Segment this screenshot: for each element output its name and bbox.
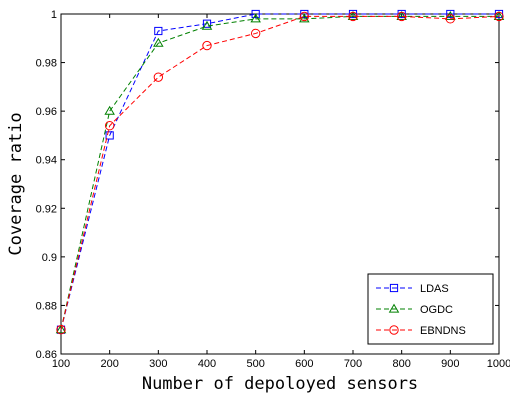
y-tick-label: 0.88 <box>36 300 57 312</box>
x-axis-label: Number of depoloyed sensors <box>142 374 418 394</box>
data-point-ogdc <box>153 37 164 47</box>
x-tick-label: 800 <box>392 358 410 370</box>
data-point-ogdc <box>396 11 407 21</box>
data-point-ogdc <box>250 13 261 23</box>
legend-entry-ebndns: EBNDNS <box>376 325 466 337</box>
data-point-ebndns <box>494 11 504 22</box>
data-point-ogdc <box>201 20 213 30</box>
legend-entry-ldas: LDAS <box>376 283 449 295</box>
series-layer <box>55 9 505 335</box>
data-point-ebndns <box>250 28 261 39</box>
legend-marker-ogdc <box>388 303 400 313</box>
x-tick-label: 200 <box>100 358 118 370</box>
data-point-ogdc <box>445 11 456 21</box>
data-point-ldas <box>154 26 163 36</box>
legend-marker-ldas <box>389 283 399 293</box>
y-tick-label: 0.96 <box>36 106 57 118</box>
y-axis-label: Coverage ratio <box>6 112 26 255</box>
x-tick-label: 300 <box>149 358 167 370</box>
x-tick-label: 1000 <box>487 358 510 370</box>
y-tick-label: 0.94 <box>36 155 57 167</box>
legend: LDAS OGDC EBNDNS <box>367 273 494 345</box>
legend-marker-ebndns <box>389 325 399 335</box>
x-tick-label: 100 <box>52 358 70 370</box>
data-point-ldas <box>202 19 212 28</box>
data-point-ogdc <box>347 11 359 21</box>
data-point-ebndns <box>348 11 358 22</box>
y-tick-label: 0.9 <box>42 252 57 264</box>
data-point-ldas <box>105 131 114 140</box>
data-point-ogdc <box>299 13 310 23</box>
data-point-ebndns <box>202 40 212 51</box>
legend-label-ogdc: OGDC <box>420 304 453 316</box>
series-line-ldas <box>60 13 499 330</box>
data-point-ebndns <box>445 14 456 24</box>
data-point-ebndns <box>56 325 66 335</box>
data-point-ebndns <box>299 11 310 22</box>
series-line-ogdc <box>60 15 499 330</box>
data-point-ebndns <box>104 121 115 131</box>
x-tick-label: 400 <box>198 358 216 370</box>
plot-frame <box>60 13 500 355</box>
plot-area: 100 200 300 400 500 600 700 800 900 1000 0.86 0.88 0… <box>36 9 510 370</box>
x-tick-label: 700 <box>344 358 362 370</box>
data-point-ogdc <box>55 324 67 334</box>
x-tick-label: 600 <box>295 358 313 370</box>
data-point-ldas <box>251 9 260 19</box>
y-tick-label: 0.98 <box>36 58 57 70</box>
y-tick-label: 1 <box>51 9 57 21</box>
axis-ticks: 100 200 300 400 500 600 700 800 900 1000 0.86 0.88 0… <box>36 9 510 370</box>
series-ogdc <box>55 11 505 334</box>
data-point-ebndns <box>396 11 407 22</box>
series-line-ebndns <box>60 15 500 330</box>
data-point-ebndns <box>153 72 164 82</box>
legend-label-ebndns: EBNDNS <box>420 325 466 337</box>
series-ebndns <box>56 11 504 335</box>
legend-entry-ogdc: OGDC <box>376 303 453 316</box>
legend-label-ldas: LDAS <box>420 283 449 295</box>
data-point-ldas <box>446 9 455 19</box>
y-tick-label: 0.92 <box>36 203 57 215</box>
x-tick-label: 500 <box>246 358 264 370</box>
data-point-ogdc <box>493 11 505 21</box>
y-tick-label: 0.86 <box>36 349 57 361</box>
x-tick-label: 900 <box>441 358 459 370</box>
data-point-ogdc <box>104 105 115 115</box>
